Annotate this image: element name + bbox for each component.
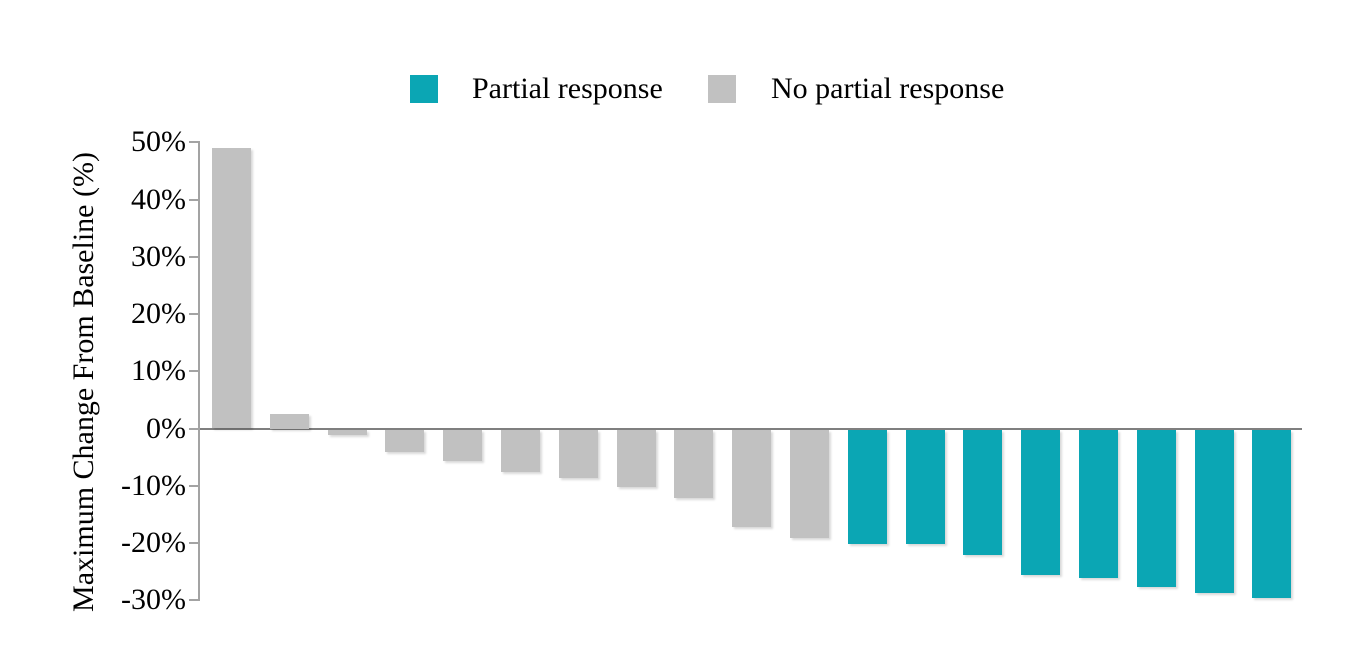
- bar: [616, 429, 656, 487]
- bar: [963, 429, 1003, 556]
- bar: [847, 429, 887, 544]
- y-tick-mark: [189, 599, 200, 602]
- legend-label-no-partial-response: No partial response: [771, 72, 1005, 105]
- y-tick-mark: [189, 370, 200, 373]
- y-tick-mark: [189, 542, 200, 544]
- bar: [1079, 429, 1118, 579]
- y-tick-mark: [189, 484, 200, 487]
- y-tick-label: 50%: [131, 125, 186, 159]
- bar: [905, 429, 945, 544]
- bar: [1194, 429, 1234, 593]
- zero-baseline: [200, 427, 1302, 430]
- partial-response-swatch-icon: [410, 75, 438, 103]
- bar: [1136, 429, 1176, 587]
- bar: [501, 429, 540, 473]
- y-tick-mark: [189, 141, 200, 144]
- y-tick-label: 10%: [131, 354, 186, 388]
- y-tick-mark: [189, 255, 200, 258]
- y-tick-label: 20%: [131, 297, 186, 330]
- legend-label-partial-response: Partial response: [472, 72, 663, 105]
- y-tick-mark: [189, 198, 200, 201]
- y-tick-label: 0%: [146, 411, 186, 445]
- no-partial-response-swatch-icon: [708, 75, 736, 103]
- bar: [212, 147, 251, 429]
- y-tick-label: 30%: [131, 239, 186, 273]
- bar: [269, 414, 309, 429]
- bar: [385, 429, 425, 453]
- bar: [732, 429, 772, 527]
- y-tick-label: -30%: [121, 583, 186, 617]
- bar: [558, 429, 598, 479]
- bar: [790, 429, 829, 539]
- y-tick-label: -20%: [121, 526, 186, 559]
- bar: [1021, 429, 1061, 576]
- bar: [1252, 429, 1292, 599]
- bar: [327, 429, 367, 436]
- y-tick-label: -10%: [121, 468, 186, 502]
- y-tick-mark: [189, 313, 200, 315]
- bar: [443, 429, 483, 461]
- y-tick-label: 40%: [131, 182, 186, 216]
- bar: [674, 429, 714, 499]
- y-tick-mark: [189, 427, 200, 430]
